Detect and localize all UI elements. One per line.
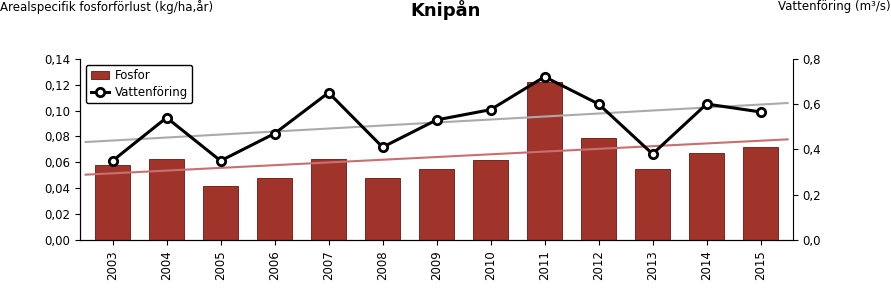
Text: Arealspecifik fosforförlust (kg/ha,år): Arealspecifik fosforförlust (kg/ha,år) xyxy=(0,0,213,14)
Bar xyxy=(95,165,130,240)
Bar xyxy=(365,178,400,240)
Bar xyxy=(581,138,617,240)
Bar xyxy=(689,153,724,240)
Bar xyxy=(257,178,292,240)
Bar xyxy=(311,159,346,240)
Bar xyxy=(743,147,778,240)
Legend: Fosfor, Vattenföring: Fosfor, Vattenföring xyxy=(86,64,192,103)
Text: Vattenföring (m³/s): Vattenföring (m³/s) xyxy=(779,0,891,13)
Bar xyxy=(149,159,184,240)
Bar xyxy=(527,82,562,240)
Text: Knipån: Knipån xyxy=(411,0,480,20)
Bar xyxy=(635,169,670,240)
Bar xyxy=(203,186,238,240)
Bar xyxy=(473,160,508,240)
Bar xyxy=(419,169,454,240)
